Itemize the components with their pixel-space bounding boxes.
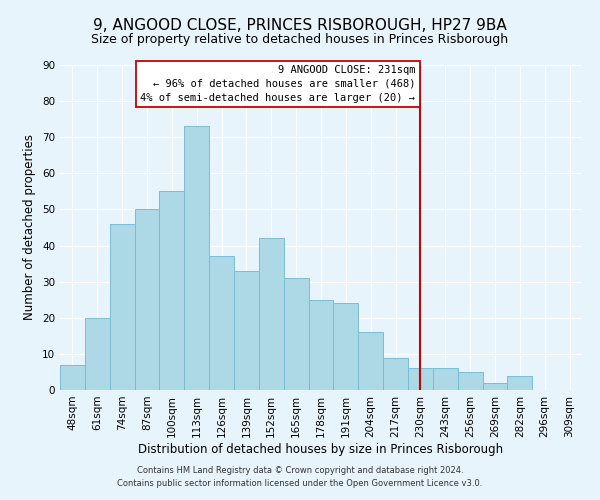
- Bar: [458, 372, 482, 390]
- Bar: [358, 332, 383, 390]
- Bar: [408, 368, 433, 390]
- Bar: [160, 192, 184, 390]
- Bar: [234, 271, 259, 390]
- Bar: [60, 364, 85, 390]
- Bar: [308, 300, 334, 390]
- Bar: [209, 256, 234, 390]
- Bar: [482, 383, 508, 390]
- Text: 9, ANGOOD CLOSE, PRINCES RISBOROUGH, HP27 9BA: 9, ANGOOD CLOSE, PRINCES RISBOROUGH, HP2…: [93, 18, 507, 32]
- Bar: [134, 210, 160, 390]
- Bar: [284, 278, 308, 390]
- Bar: [110, 224, 134, 390]
- Bar: [433, 368, 458, 390]
- Bar: [184, 126, 209, 390]
- Text: 9 ANGOOD CLOSE: 231sqm
← 96% of detached houses are smaller (468)
4% of semi-det: 9 ANGOOD CLOSE: 231sqm ← 96% of detached…: [140, 65, 415, 103]
- Bar: [334, 304, 358, 390]
- Bar: [259, 238, 284, 390]
- Bar: [85, 318, 110, 390]
- Text: Size of property relative to detached houses in Princes Risborough: Size of property relative to detached ho…: [91, 32, 509, 46]
- Text: Contains HM Land Registry data © Crown copyright and database right 2024.
Contai: Contains HM Land Registry data © Crown c…: [118, 466, 482, 487]
- Y-axis label: Number of detached properties: Number of detached properties: [23, 134, 37, 320]
- X-axis label: Distribution of detached houses by size in Princes Risborough: Distribution of detached houses by size …: [139, 442, 503, 456]
- Bar: [383, 358, 408, 390]
- Bar: [508, 376, 532, 390]
